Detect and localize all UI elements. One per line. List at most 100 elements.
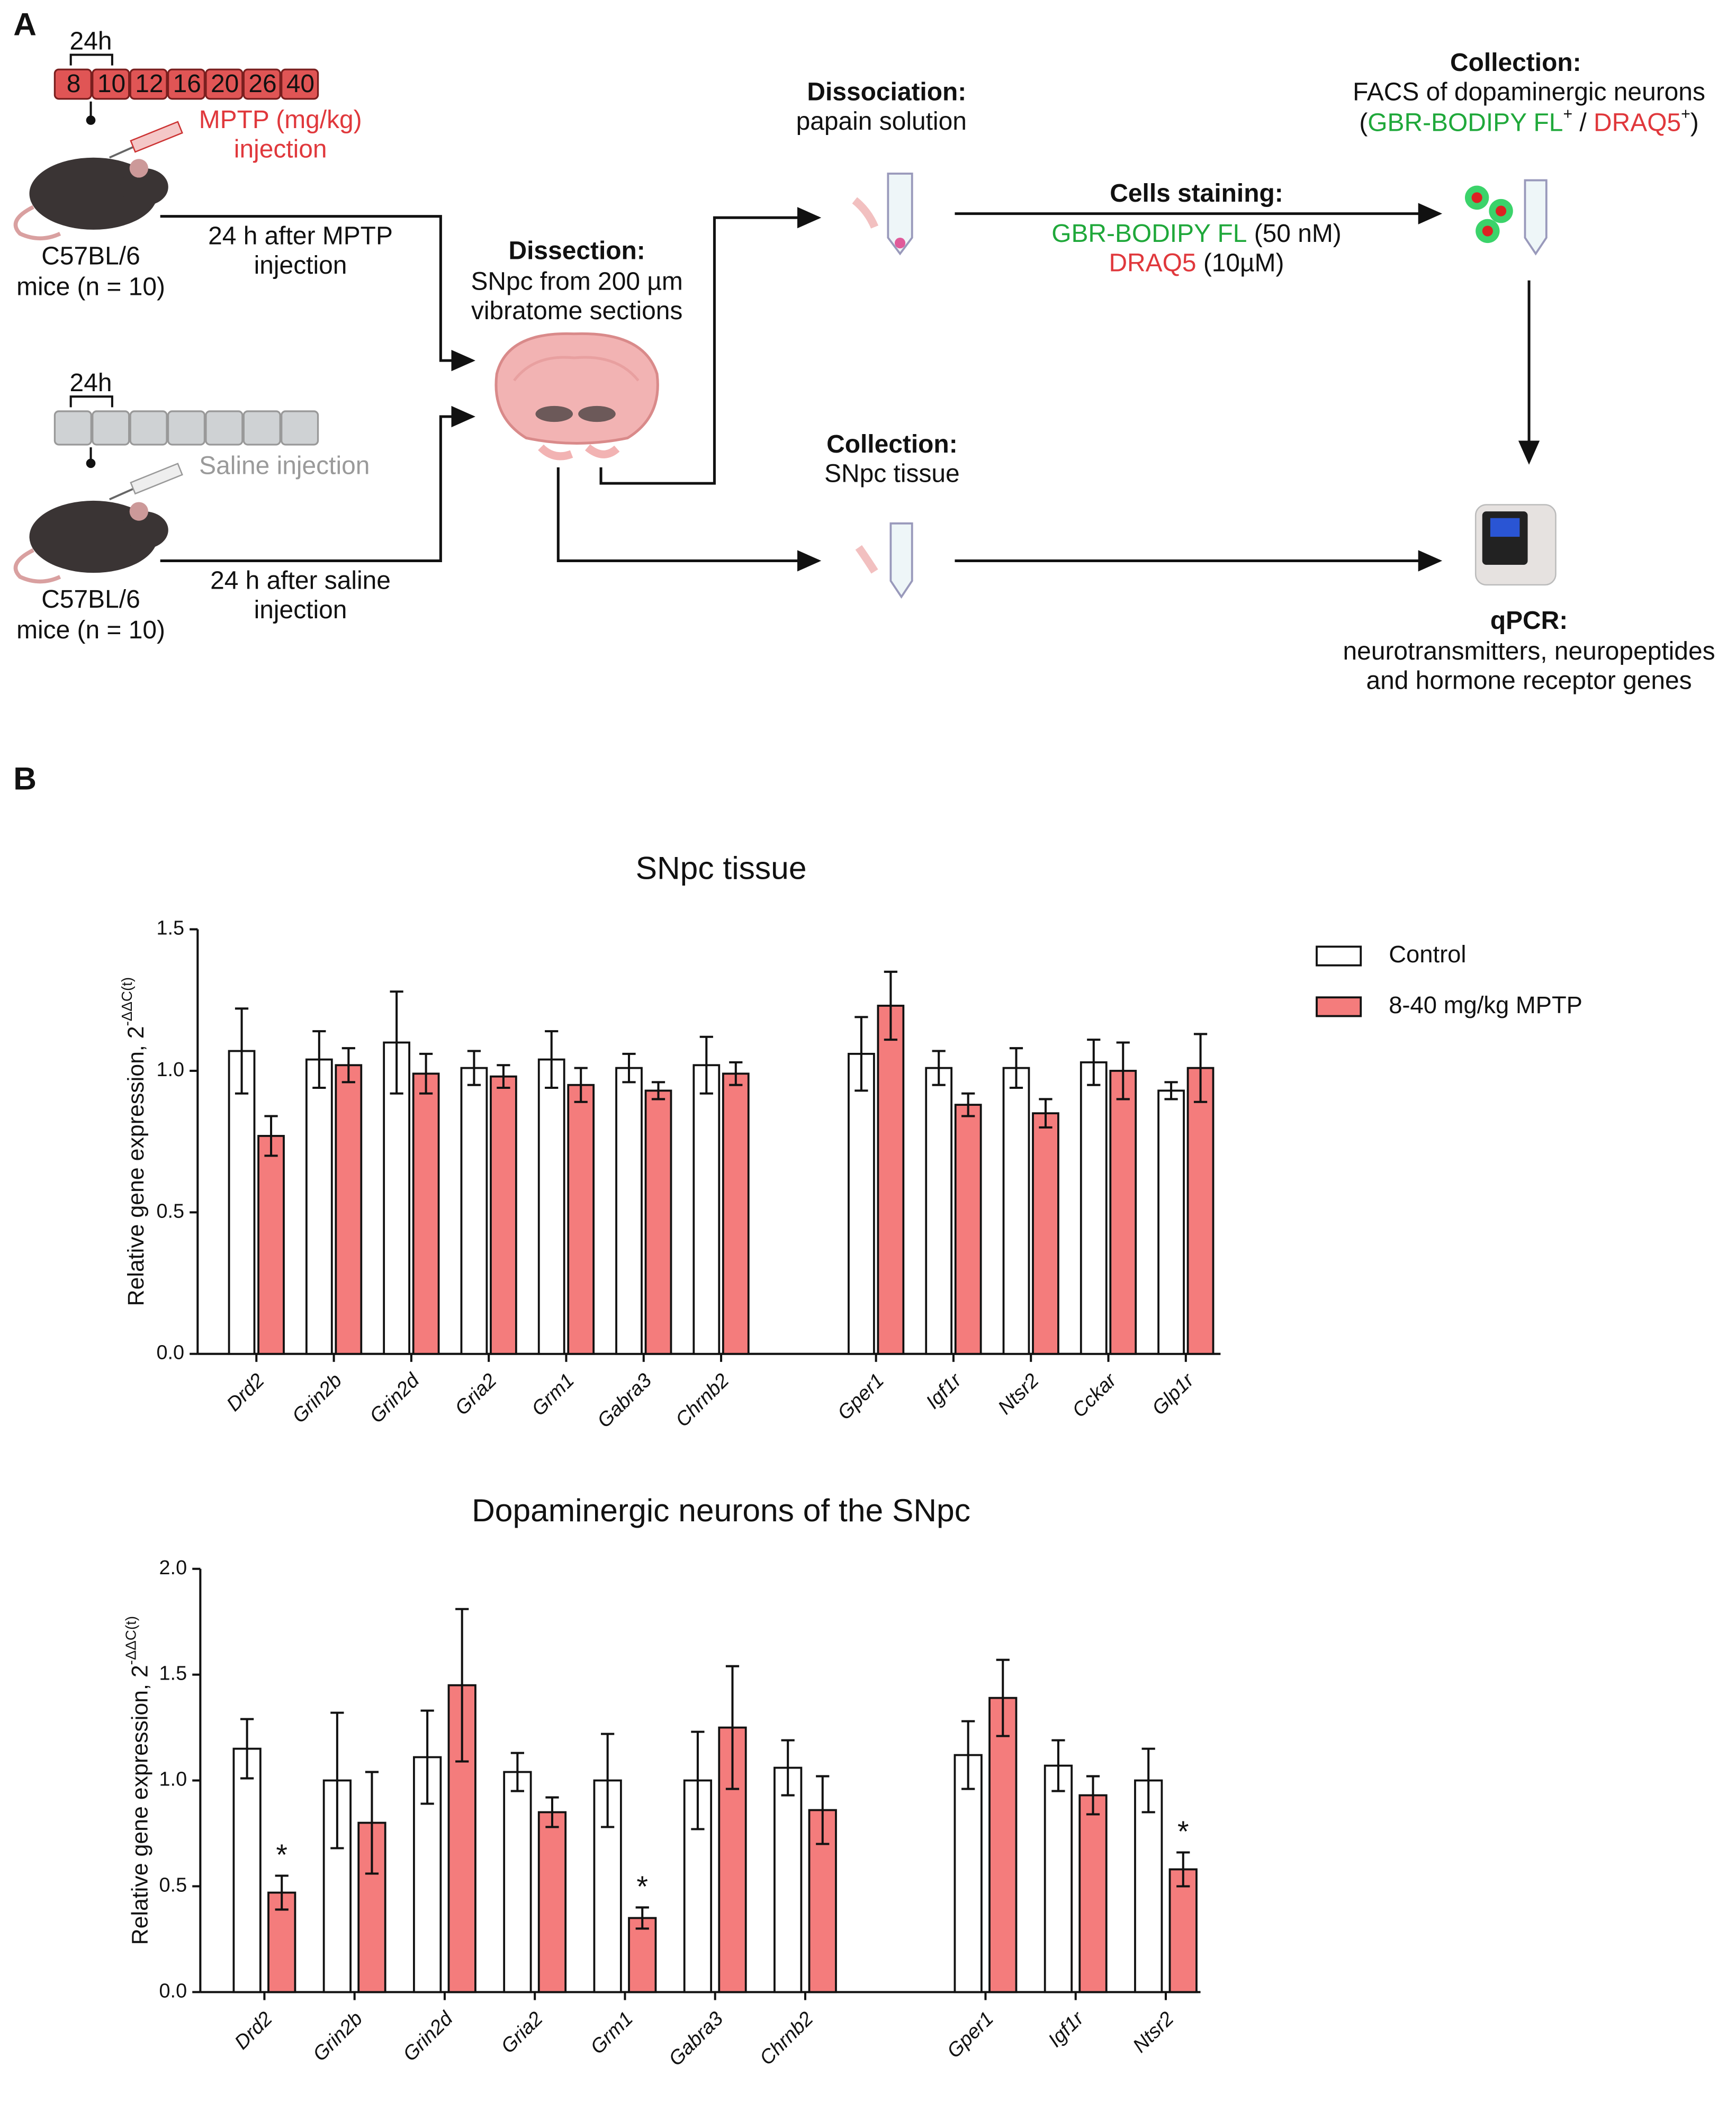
step-title: Collection: (1450, 49, 1581, 77)
error-bar (816, 1775, 830, 1845)
bar (1134, 1779, 1163, 1993)
step-text: SNpc tissue (824, 460, 960, 488)
step-text: (GBR-BODIPY FL+ / DRAQ5+) (1359, 100, 1698, 137)
y-tick-label: 0.5 (156, 1200, 184, 1222)
bar (773, 1766, 803, 1993)
bar (1002, 1067, 1030, 1355)
y-axis-label-main: Relative gene expression, 2 (123, 1026, 149, 1306)
bar (1186, 1067, 1215, 1355)
bar (335, 1064, 363, 1355)
y-tick-label: 2.0 (159, 1557, 187, 1579)
error-bar (601, 1733, 615, 1828)
bar (722, 1072, 750, 1355)
x-tick-label: Gria2 (497, 2007, 547, 2058)
error-bar (1087, 1039, 1101, 1086)
step-title: Cells staining: (1110, 179, 1283, 208)
bar (1044, 1764, 1073, 1993)
bar (1168, 1868, 1198, 1993)
step-text: and hormone receptor genes (1366, 667, 1692, 695)
bar (683, 1779, 713, 1993)
dose-label: 20 (211, 70, 239, 98)
bar (537, 1058, 565, 1355)
syringe (109, 121, 183, 159)
x-tick-label: Gabra3 (593, 1369, 656, 1432)
error-bar (574, 1067, 588, 1103)
cells-tube (1464, 179, 1548, 256)
bar (1157, 1089, 1185, 1355)
bar (615, 1067, 643, 1355)
error-bar (781, 1739, 795, 1797)
error-bar (419, 1052, 433, 1095)
y-axis-label-main: Relative gene expression, 2 (128, 1665, 153, 1945)
x-tick-label: Ntsr2 (1129, 2007, 1179, 2057)
saline-box (242, 410, 281, 446)
bar (567, 1084, 595, 1355)
legend-swatch (1316, 945, 1362, 967)
step-text: vibratome sections (471, 297, 682, 325)
arrow-label: 24 h after saline (210, 566, 391, 594)
bar (257, 1135, 285, 1355)
pin (86, 458, 96, 468)
saline-box (53, 410, 92, 446)
saline-box (205, 410, 244, 446)
bracket (69, 395, 113, 408)
error-bar (545, 1030, 559, 1089)
bar (490, 1075, 517, 1355)
error-bar (996, 1658, 1010, 1737)
bar (954, 1104, 982, 1355)
x-tick-label: Chrnb2 (671, 1369, 733, 1431)
bar (1080, 1061, 1108, 1355)
saline-box (92, 410, 130, 446)
error-bar (467, 1050, 481, 1086)
dose-label: 40 (286, 70, 314, 98)
error-bar (932, 1050, 946, 1086)
arrow-label: injection (254, 596, 347, 624)
interval-label: 24h (70, 27, 112, 55)
error-bar (1009, 1047, 1023, 1089)
error-bar (545, 1796, 559, 1828)
significance: * (276, 1838, 287, 1871)
error-bar (235, 1007, 249, 1095)
dose-label: 16 (173, 70, 201, 98)
mouse-label: mice (n = 10) (16, 273, 165, 301)
y-tick-label: 1.0 (156, 1059, 184, 1081)
error-bar (854, 1016, 868, 1092)
error-bar (1176, 1851, 1190, 1888)
bar (228, 1050, 256, 1355)
step-title: qPCR: (1490, 607, 1568, 635)
error-bar (1051, 1739, 1065, 1792)
bar (503, 1771, 532, 1993)
step-text: papain solution (796, 107, 967, 136)
dose-box (53, 68, 92, 100)
mouse-label: mice (n = 10) (16, 616, 165, 644)
error-bar (884, 970, 897, 1041)
dose-label: 8 (67, 70, 81, 98)
x-tick-label: Grm1 (527, 1369, 579, 1421)
dose-box (129, 68, 168, 100)
bar (1032, 1112, 1059, 1355)
x-tick-label: Grm1 (586, 2007, 637, 2059)
x-tick-label: Grin2b (309, 2007, 367, 2065)
mouse (13, 157, 168, 240)
error-bar (275, 1874, 289, 1911)
step-text: FACS of dopaminergic neurons (1353, 78, 1705, 106)
bar (925, 1067, 953, 1355)
step-title: Dissection: (509, 237, 645, 265)
error-bar (1193, 1033, 1208, 1103)
error-bar (635, 1906, 649, 1930)
y-axis-label: Relative gene expression, 2-ΔΔC(t) (119, 977, 149, 1306)
bar (305, 1058, 333, 1355)
error-bar (729, 1061, 743, 1086)
bar (692, 1064, 721, 1355)
error-bar (1116, 1041, 1130, 1100)
error-bar (1164, 1081, 1178, 1100)
dose-label: 12 (135, 70, 163, 98)
bar (460, 1067, 488, 1355)
step-text: neurotransmitters, neuropeptides (1343, 637, 1715, 665)
pin (86, 115, 96, 125)
significance: * (1177, 1815, 1189, 1848)
x-tick-label: Grin2b (288, 1369, 346, 1428)
saline-box (167, 410, 206, 446)
error-bar (622, 1052, 636, 1084)
bar (232, 1747, 262, 1993)
